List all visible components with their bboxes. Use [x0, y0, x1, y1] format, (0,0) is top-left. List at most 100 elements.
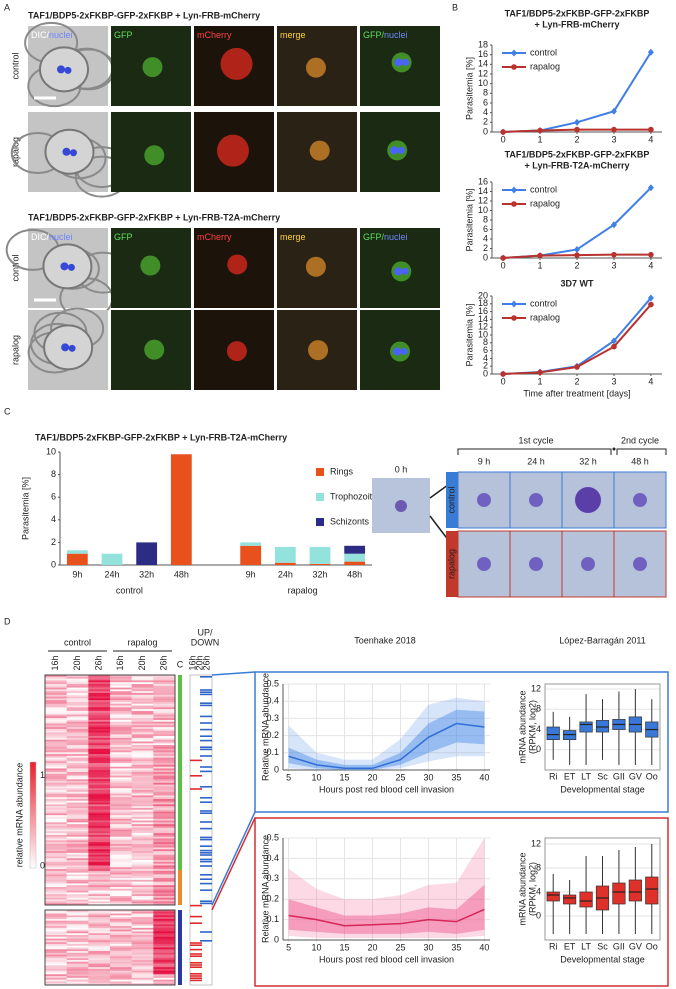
heat-cell [66, 759, 89, 762]
heat-cell [110, 827, 132, 830]
heat-cell [131, 719, 154, 723]
heat-cell [110, 770, 132, 773]
heat-cell [45, 983, 67, 986]
signal [142, 57, 163, 78]
x-tick-label: 32h [139, 569, 154, 579]
heat-cell [153, 712, 176, 715]
heat-cell [45, 825, 67, 829]
heat-cell [88, 913, 111, 916]
heat-cell [66, 811, 89, 814]
heat-cell [153, 750, 176, 753]
time-label: 26h [159, 655, 169, 670]
heat-cell [153, 721, 176, 724]
heat-cell [131, 825, 154, 829]
heat-cell [45, 954, 67, 957]
heat-cell [66, 736, 89, 739]
heat-cell [88, 797, 111, 800]
heat-cell [66, 854, 89, 857]
heat-cell [88, 901, 111, 904]
y-tick-label: 18 [478, 39, 488, 49]
heat-cell [131, 714, 154, 717]
heat-cell [153, 813, 176, 816]
strip-line [200, 836, 212, 839]
time-label: 26h [201, 655, 211, 670]
strip-line [200, 801, 212, 803]
plot-frame [544, 683, 661, 771]
heat-cell [66, 922, 89, 925]
heat-cell [66, 710, 89, 714]
heat-cell [45, 682, 67, 685]
heat-cell [66, 842, 89, 845]
heat-cell [110, 867, 132, 870]
heat-cell [131, 827, 154, 830]
heat-cell [88, 757, 111, 760]
heat-cell [88, 809, 111, 812]
time-label: 16h [187, 655, 197, 670]
x-axis-label: Hours post red blood cell invasion [319, 784, 454, 794]
heat-cell [88, 952, 111, 955]
heat-cell [66, 730, 89, 733]
heat-cell [45, 700, 67, 703]
heat-cell [131, 696, 154, 699]
heat-cell [153, 709, 176, 712]
heat-cell [66, 797, 89, 800]
heat-cell [66, 675, 89, 678]
heat-cell [110, 926, 132, 929]
heat-cell [88, 854, 111, 857]
channel-label-part: mCherry [197, 30, 232, 40]
heat-cell [88, 827, 111, 830]
heat-cell [66, 838, 89, 841]
marker [500, 255, 506, 261]
heat-cell [131, 768, 154, 771]
y-axis-label: Parasitemia [%] [464, 188, 474, 251]
heat-cell [110, 843, 132, 847]
heat-cell [110, 967, 132, 970]
heat-cell [153, 883, 176, 886]
heat-cell [88, 691, 111, 694]
heat-cell [45, 822, 67, 825]
box [563, 894, 577, 905]
heat-cell [66, 732, 89, 735]
heat-cell [110, 741, 132, 744]
heat-cell [110, 737, 132, 740]
heat-cell [88, 961, 111, 964]
heat-cell [110, 716, 132, 719]
heat-cell [66, 737, 89, 740]
strip-line [190, 966, 202, 968]
heat-cell [45, 842, 67, 845]
heat-cell [153, 924, 176, 927]
y-tick-label: 16 [478, 49, 488, 59]
bar-segment [240, 545, 262, 565]
heat-cell [110, 851, 132, 854]
heat-cell [66, 743, 89, 746]
heat-cell [131, 961, 154, 964]
heat-cell [88, 956, 111, 959]
heat-cell [110, 788, 132, 791]
heat-cell [66, 782, 89, 785]
x-axis-label: Hours post red blood cell invasion [319, 954, 454, 964]
strip-line [200, 900, 212, 902]
heat-cell [153, 714, 176, 717]
heat-cell [153, 952, 176, 955]
heat-cell [45, 721, 67, 724]
heat-cell [153, 983, 176, 986]
channel-label-part: nuclei [49, 232, 73, 242]
heat-cell [153, 892, 176, 895]
heat-cell [66, 970, 89, 973]
heat-cell [110, 813, 132, 816]
channel-label-part: nuclei [49, 30, 73, 40]
heat-cell [131, 876, 154, 879]
heat-cell [66, 728, 89, 732]
heat-cell [88, 972, 111, 975]
heat-cell [110, 797, 132, 800]
heat-cell [66, 685, 89, 688]
heat-cell [45, 865, 67, 868]
heat-cell [66, 772, 89, 775]
marker [647, 294, 654, 302]
heat-cell [110, 954, 132, 957]
heat-cell [110, 865, 132, 868]
heat-cell [88, 755, 111, 758]
heat-cell [110, 763, 132, 766]
x-tick-label: 3 [611, 260, 616, 270]
heat-cell [45, 849, 67, 852]
